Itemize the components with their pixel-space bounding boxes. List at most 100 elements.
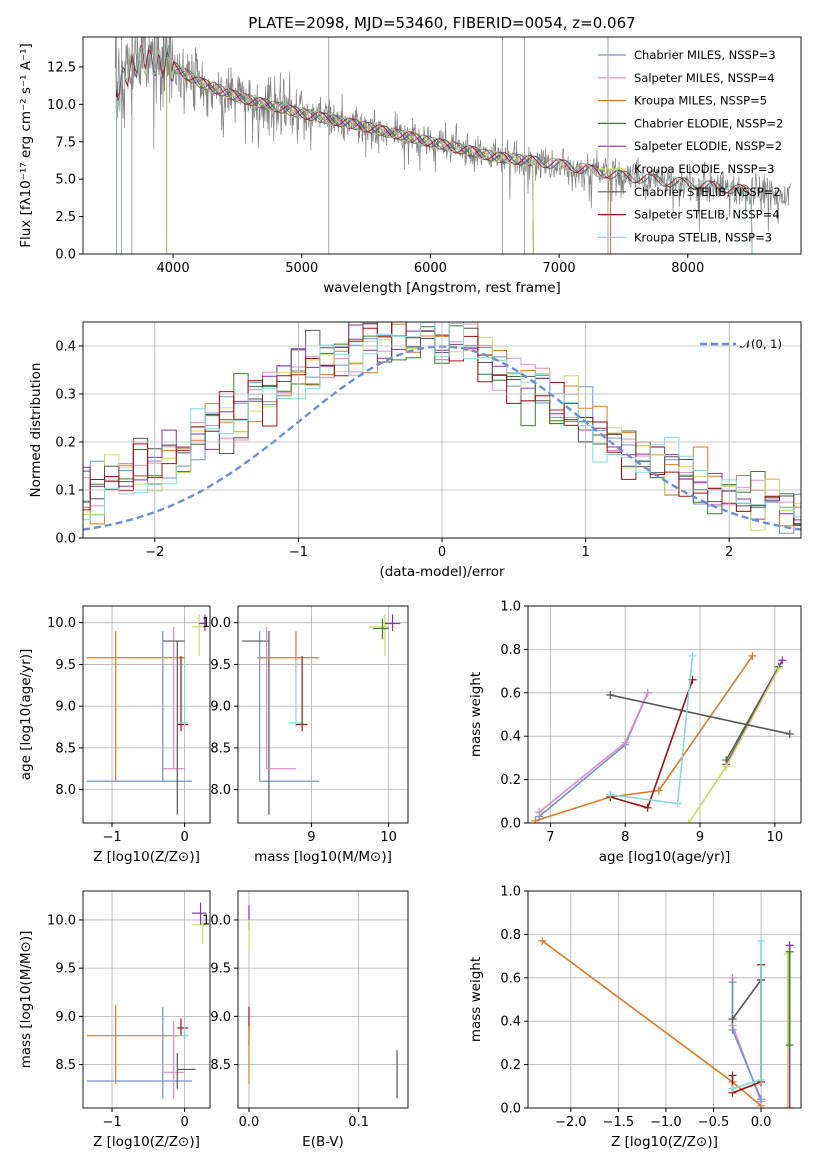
x-tick-label: 2: [725, 545, 733, 560]
weight-point-marker: [785, 730, 794, 739]
model-spectrum-line: [116, 43, 612, 254]
x-tick-label: 7000: [543, 261, 576, 276]
x-tick-label: 0: [180, 1115, 188, 1130]
x-tick-label: −1: [102, 1115, 121, 1130]
x-tick-label: 4000: [157, 261, 190, 276]
legend-entry: Salpeter STELIB, NSSP=4: [634, 208, 780, 222]
y-tick-label: 0.4: [500, 730, 521, 745]
x-axis-label: Z [log10(Z/Z⊙)]: [611, 1134, 718, 1150]
y-tick-label: 12.5: [47, 60, 76, 75]
y-tick-label: 5.0: [55, 173, 76, 188]
weight-point-marker: [785, 1104, 794, 1108]
y-tick-label: 8.5: [55, 741, 76, 756]
y-tick-label: 0.4: [55, 340, 76, 355]
x-tick-label: 8: [621, 830, 629, 845]
grid-z-weight: [528, 890, 801, 1109]
x-tick-label: 9: [307, 830, 315, 845]
y-tick-label: 1.0: [500, 885, 521, 900]
y-tick-label: 0.8: [500, 643, 521, 658]
weight-point-marker: [538, 936, 547, 945]
weight-point-marker: [688, 651, 697, 660]
spectrum-axes-frame: [82, 36, 802, 255]
y-tick-label: 0.1: [55, 484, 76, 499]
weight-series-line: [731, 979, 762, 1020]
weight-point-marker: [535, 808, 544, 817]
y-tick-label: 9.0: [55, 1010, 76, 1025]
y-tick-label: 0.6: [500, 971, 521, 986]
line-area: [531, 651, 794, 823]
weight-series-line: [725, 659, 784, 765]
y-tick-label: 10.0: [202, 616, 231, 631]
x-axis-label: (data-model)/error: [379, 564, 505, 580]
residual-histogram-step: [83, 322, 801, 531]
weight-point-marker: [654, 786, 663, 795]
line-area: [538, 936, 794, 1108]
y-axis-label: age [log10(age/yr)]: [18, 649, 34, 781]
x-axis-label: age [log10(age/yr)]: [599, 849, 731, 865]
y-tick-label: 8.0: [55, 783, 76, 798]
weight-point-marker: [643, 803, 652, 812]
weight-point-marker: [785, 947, 794, 956]
y-tick-label: 2.5: [55, 210, 76, 225]
weight-point-marker: [785, 1041, 794, 1050]
y-tick-label: 0.6: [500, 686, 521, 701]
legend-entry: Chabrier ELODIE, NSSP=2: [634, 116, 783, 130]
weight-point-marker: [757, 1095, 766, 1104]
model-spectrum-line: [166, 55, 534, 254]
y-tick-label: 9.5: [210, 962, 231, 977]
model-spectrum-line: [116, 44, 753, 254]
axes-frame-mass-age: [237, 605, 409, 824]
x-tick-label: 8000: [671, 261, 704, 276]
axes-frame-z-age: [82, 605, 211, 824]
model-spectrum-line: [116, 45, 753, 254]
grid-ebv-mass: [238, 891, 408, 1108]
weight-point-marker: [606, 690, 615, 699]
weight-point-marker: [621, 738, 630, 747]
grid-z-mass: [83, 891, 210, 1108]
legend-entry: Salpeter MILES, NSSP=4: [634, 71, 775, 85]
legend-entry: Kroupa STELIB, NSSP=3: [634, 230, 772, 244]
y-tick-label: 0.0: [55, 532, 76, 547]
weight-series-line: [731, 964, 762, 1094]
x-axis-label: wavelength [Angstrom, rest frame]: [323, 280, 561, 296]
x-tick-label: 0.0: [751, 1115, 772, 1130]
y-tick-label: 9.5: [210, 658, 231, 673]
x-axis-label: mass [log10(M/M⊙)]: [254, 849, 392, 865]
errorbar-area: [86, 902, 207, 1099]
x-tick-label: −1.0: [650, 1115, 682, 1130]
errorbar-area: [86, 614, 207, 815]
x-axis-label: E(B-V): [302, 1134, 344, 1150]
x-tick-label: −0.5: [698, 1115, 730, 1130]
legend-entry: Chabrier MILES, NSSP=3: [634, 48, 776, 62]
axes-frame-z-weight: [527, 890, 802, 1109]
legend-entry: Kroupa MILES, NSSP=5: [634, 94, 767, 108]
y-tick-label: 9.5: [55, 658, 76, 673]
x-axis-label: Z [log10(Z/Z⊙)]: [93, 849, 200, 865]
weight-series-line: [541, 940, 762, 1107]
y-tick-label: 0.0: [55, 248, 76, 263]
x-tick-label: 10: [767, 830, 784, 845]
x-tick-label: 0: [438, 545, 446, 560]
weight-series-line: [610, 655, 694, 805]
y-tick-label: 9.0: [210, 1010, 231, 1025]
y-tick-label: 0.2: [55, 436, 76, 451]
y-tick-label: 9.5: [55, 962, 76, 977]
weight-point-marker: [722, 762, 731, 771]
y-axis-label: Normed distribution: [28, 363, 44, 498]
legend-entry: 𝒩(0, 1): [740, 337, 782, 351]
weight-series-line: [610, 694, 790, 735]
y-axis-label: mass weight: [468, 957, 484, 1042]
x-tick-label: 0: [180, 830, 188, 845]
y-tick-label: 9.0: [55, 700, 76, 715]
weight-point-marker: [774, 664, 783, 673]
x-tick-label: 7: [546, 830, 554, 845]
x-tick-label: 1: [581, 545, 589, 560]
y-tick-label: 0.0: [500, 1102, 521, 1117]
x-axis-label: Z [log10(Z/Z⊙)]: [93, 1134, 200, 1150]
axes-frame-z-mass: [82, 890, 211, 1109]
legend-entry: Kroupa ELODIE, NSSP=3: [634, 162, 775, 176]
x-tick-label: −1.5: [603, 1115, 635, 1130]
weight-point-marker: [531, 816, 540, 823]
legend-entry: Chabrier STELIB, NSSP=2: [634, 185, 781, 199]
